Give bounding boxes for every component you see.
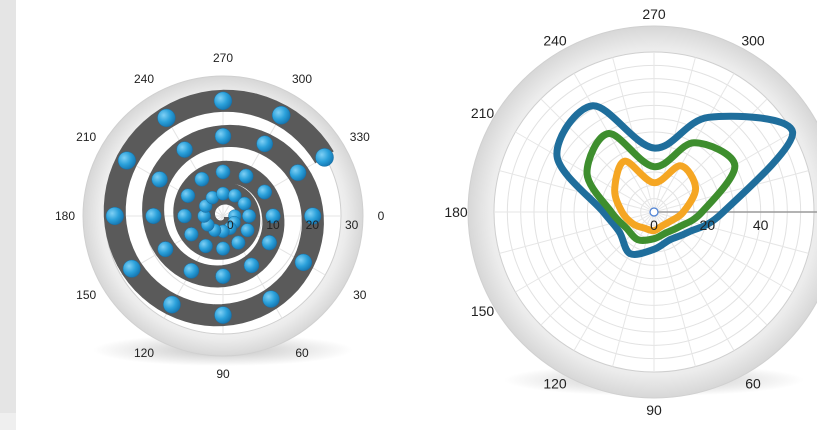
window-edge-bottom: [0, 413, 16, 430]
spiral-chart: 0 10 20 30 270 300 330 0 30 60 90 120 150 180 210 240: [55, 51, 385, 381]
data-point: [122, 259, 141, 278]
grid-spoke: [573, 73, 655, 213]
data-point: [262, 290, 280, 308]
axis-labels: 0 20 40 270 300 180 210 240 150 120 90 60: [444, 6, 768, 418]
angle-tick-label: 150: [76, 288, 96, 302]
data-point: [151, 171, 168, 188]
data-point: [227, 188, 242, 203]
data-point: [157, 241, 174, 258]
data-point: [215, 268, 231, 284]
series-line: [553, 102, 797, 258]
series-line: [583, 130, 739, 244]
radial-tick-label: 40: [753, 217, 769, 233]
angle-tick-label: 330: [350, 130, 370, 144]
data-point: [216, 186, 230, 201]
angle-tick-label: 270: [642, 6, 666, 22]
angle-tick-label: 240: [134, 72, 154, 86]
axis-labels: 0 10 20 30 270 300 330 0 30 60 90 120 150 180 210 240: [55, 51, 385, 381]
radial-tick-label: 0: [227, 218, 234, 232]
radial-tick-label: 20: [700, 217, 716, 233]
data-point: [214, 306, 232, 324]
data-point: [265, 208, 281, 224]
data-point: [157, 108, 176, 128]
data-point: [238, 168, 254, 184]
angle-tick-label: 120: [134, 346, 154, 360]
data-point: [240, 223, 255, 238]
data-point: [271, 105, 291, 125]
angle-tick-label: 60: [745, 376, 761, 392]
grid-spoke: [653, 131, 793, 213]
data-point: [256, 135, 274, 153]
data-point: [315, 148, 334, 167]
data-point: [237, 196, 252, 211]
data-point: [176, 141, 193, 158]
angle-tick-label: 90: [216, 367, 230, 381]
angle-tick-label: 30: [353, 288, 367, 302]
angle-tick-label: 180: [55, 209, 75, 223]
data-point: [257, 184, 273, 200]
grid-spoke: [540, 98, 655, 213]
data-point: [177, 208, 192, 224]
grid-spoke: [573, 211, 655, 351]
data-point: [261, 235, 277, 251]
angle-tick-label: 240: [543, 33, 567, 49]
grid-spoke: [653, 170, 809, 213]
data-point: [183, 262, 200, 279]
angle-tick-label: 210: [471, 105, 495, 121]
data-point: [163, 295, 181, 314]
angle-tick-label: 60: [295, 346, 309, 360]
angle-tick-label: 300: [741, 33, 765, 49]
angle-tick-label: 150: [471, 303, 495, 319]
data-point: [289, 164, 307, 182]
data-point: [180, 188, 196, 203]
grid-spoke: [540, 211, 655, 326]
data-point: [243, 257, 260, 274]
radar-chart: 0 20 40 270 300 180 210 240 150 120 90 60: [444, 6, 817, 418]
radar-series: [553, 102, 797, 258]
data-point: [231, 235, 246, 250]
data-point: [242, 209, 256, 223]
spiral-series: [103, 89, 334, 327]
angle-tick-label: 300: [292, 72, 312, 86]
data-point: [105, 206, 124, 226]
radial-tick-label: 0: [650, 217, 658, 233]
data-point: [214, 127, 232, 145]
data-point: [194, 171, 210, 187]
series-line: [611, 157, 700, 235]
data-point: [213, 91, 233, 110]
radial-tick-label: 10: [266, 218, 280, 232]
data-point: [294, 253, 313, 272]
radial-tick-label: 30: [345, 218, 359, 232]
data-point: [198, 238, 213, 254]
data-point: [145, 207, 162, 225]
angle-tick-label: 90: [646, 402, 662, 418]
grid-spoke: [499, 170, 655, 213]
angle-tick-label: 270: [213, 51, 233, 65]
data-point: [304, 207, 322, 225]
data-point: [184, 227, 199, 242]
data-point: [215, 164, 231, 180]
angle-tick-label: 210: [76, 130, 96, 144]
angle-tick-label: 0: [378, 209, 385, 223]
window-edge: [0, 0, 16, 430]
angle-tick-label: 120: [543, 376, 567, 392]
radial-tick-label: 20: [306, 218, 320, 232]
data-point: [117, 151, 136, 170]
center-point: [649, 207, 659, 217]
data-point: [215, 241, 231, 256]
angle-tick-label: 180: [444, 204, 468, 220]
